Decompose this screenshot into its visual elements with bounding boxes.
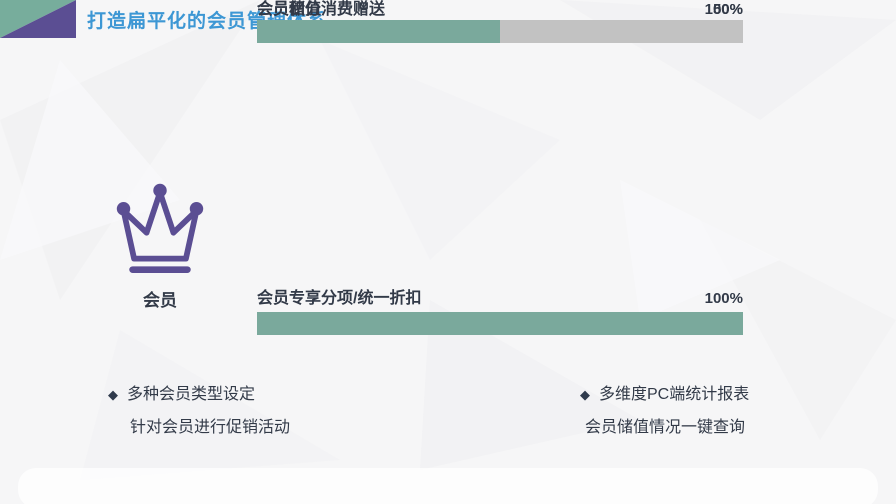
bullet-block-reports: ◆ 多维度PC端统计报表 会员储值情况一键查询 — [580, 385, 749, 437]
bar-value: 50% — [712, 1, 743, 18]
bullet-text: 会员储值情况一键查询 — [585, 419, 746, 436]
bar-value: 100% — [704, 1, 743, 18]
member-category: 会员 — [112, 178, 208, 311]
progress-row-points: 会员积分 50% — [257, 0, 743, 43]
diamond-bullet-icon: ◆ — [108, 387, 118, 402]
category-label: 会员 — [143, 291, 177, 310]
bullet-text: 多维度PC端统计报表 — [599, 386, 750, 403]
progress-track — [257, 312, 743, 335]
bar-label: 会员储值消费赠送 — [257, 1, 386, 18]
bullet-line: ◆ 多维度PC端统计报表 — [580, 385, 749, 404]
bullet-line: ◆ 多种会员类型设定 — [108, 385, 290, 404]
progress-head: 会员专享分项/统一折扣 100% — [257, 289, 743, 309]
bar-label: 会员专享分项/统一折扣 — [257, 290, 422, 307]
bar-label: 会员积分 — [257, 1, 322, 18]
progress-row-discount: 会员专享分项/统一折扣 100% — [257, 289, 743, 335]
bullet-text: 多种会员类型设定 — [127, 386, 256, 403]
diamond-bullet-icon: ◆ — [580, 387, 590, 402]
bullet-block-member-types: ◆ 多种会员类型设定 针对会员进行促销活动 — [108, 385, 290, 437]
progress-head: 会员积分 50% — [257, 0, 743, 20]
progress-head: 会员储值消费赠送 100% — [257, 0, 743, 20]
corner-decoration — [0, 0, 76, 38]
progress-fill — [257, 20, 500, 43]
bar-value: 100% — [704, 290, 743, 307]
progress-fill — [257, 312, 743, 335]
progress-track — [257, 20, 743, 43]
crown-icon — [116, 183, 204, 274]
bullet-text: 针对会员进行促销活动 — [130, 419, 291, 436]
